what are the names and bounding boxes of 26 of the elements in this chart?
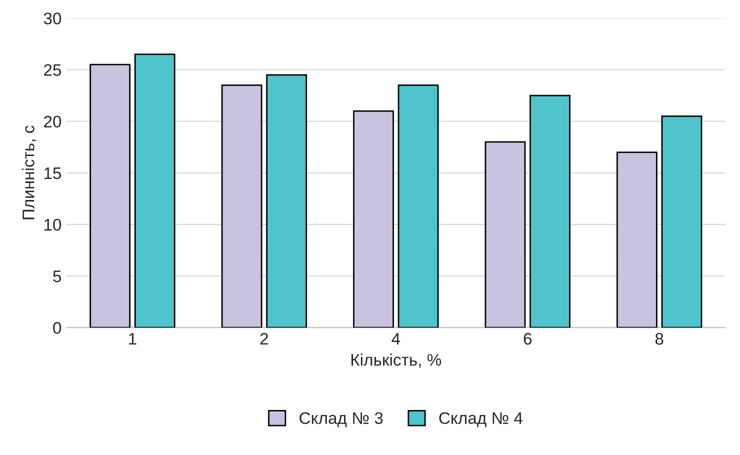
y-tick-label: 15 bbox=[44, 167, 62, 180]
bar bbox=[353, 110, 394, 328]
bar bbox=[90, 64, 131, 328]
bar bbox=[616, 152, 658, 328]
bar bbox=[484, 141, 526, 328]
legend-label: Склад № 4 bbox=[439, 412, 523, 428]
bar bbox=[266, 74, 308, 328]
y-tick-label: 20 bbox=[44, 116, 62, 128]
x-tick-label: 8 bbox=[655, 332, 664, 345]
y-tick-label: 5 bbox=[53, 270, 62, 282]
y-tick-label: 30 bbox=[44, 12, 62, 24]
x-tick-label: 1 bbox=[129, 333, 136, 345]
y-tick-label: 0 bbox=[53, 322, 62, 334]
bar bbox=[661, 115, 702, 328]
x-axis-title: Кількість, % bbox=[351, 354, 442, 368]
y-tick-label: 25 bbox=[44, 64, 62, 76]
legend-label: Склад № 3 bbox=[300, 412, 383, 428]
y-axis-title: Плинність, с bbox=[22, 126, 36, 220]
bar bbox=[221, 84, 262, 328]
y-tick-label: 10 bbox=[44, 218, 62, 231]
bar bbox=[530, 94, 570, 328]
bar bbox=[134, 54, 176, 328]
bar bbox=[398, 84, 439, 328]
x-tick-label: 4 bbox=[392, 333, 400, 345]
x-tick-label: 2 bbox=[260, 332, 268, 345]
x-tick-label: 6 bbox=[524, 332, 532, 345]
